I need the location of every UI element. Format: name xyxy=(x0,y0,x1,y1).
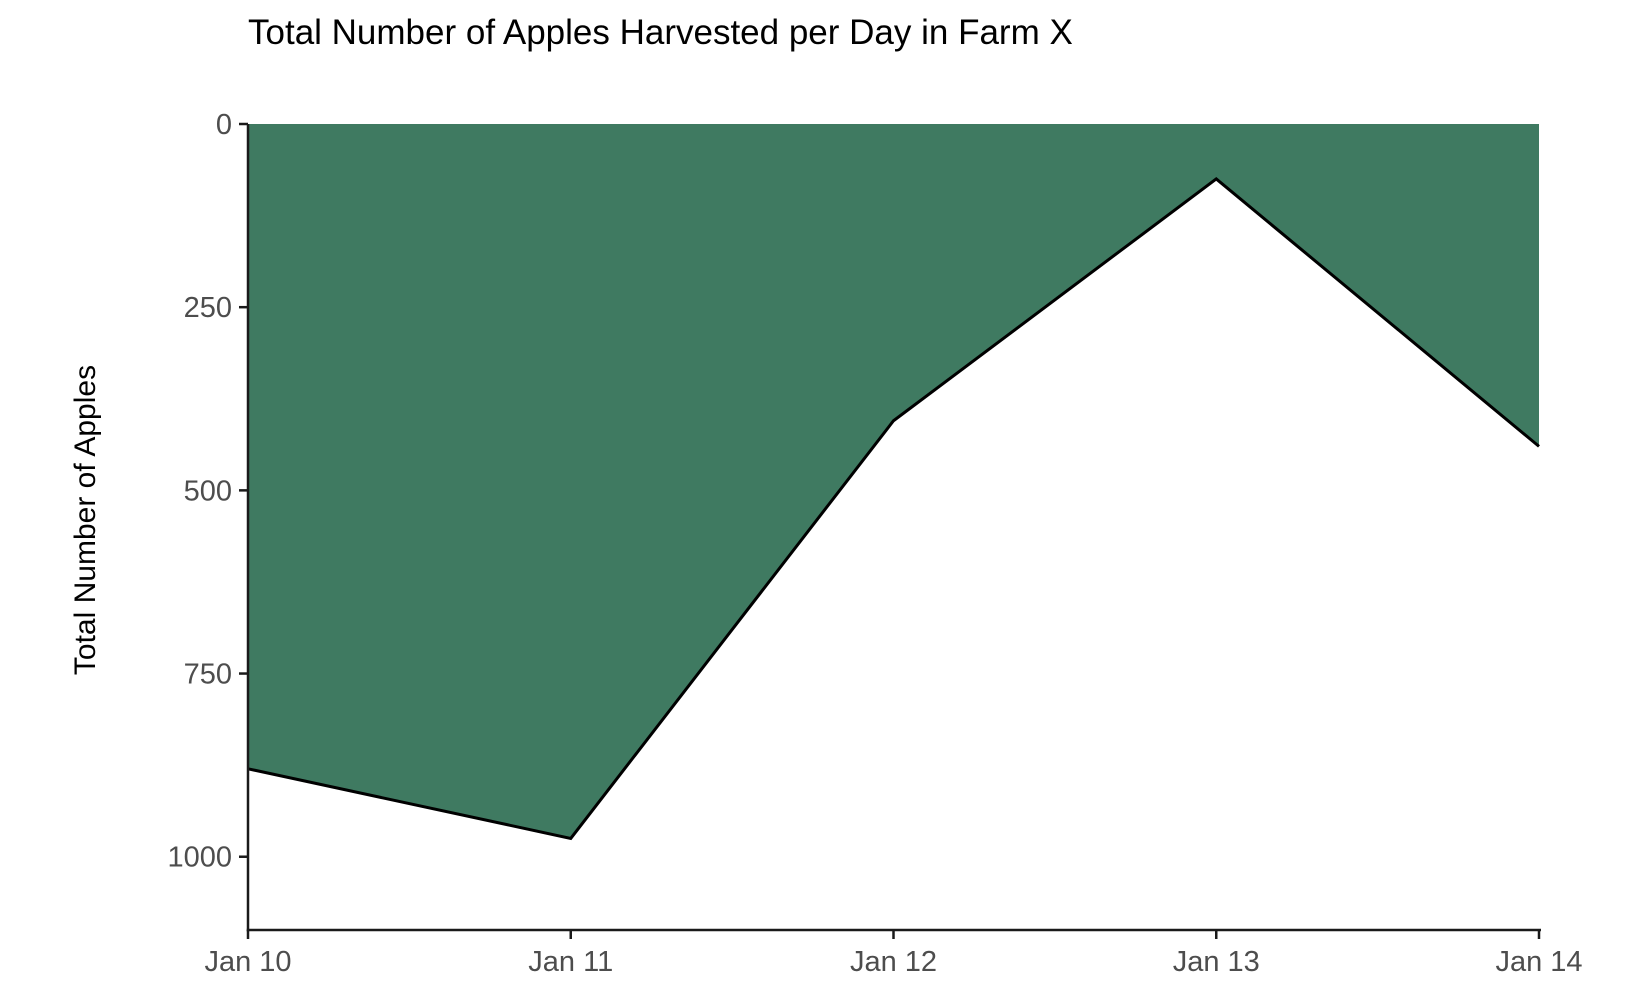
x-tick-label: Jan 11 xyxy=(528,946,613,978)
data-line xyxy=(247,177,1540,841)
area-fill xyxy=(248,124,1539,839)
y-tick-label: 1000 xyxy=(167,842,232,874)
y-tick-label: 750 xyxy=(184,659,232,691)
y-tick-label: 0 xyxy=(216,109,232,141)
x-tick-label: Jan 13 xyxy=(1173,946,1260,978)
x-tick-label: Jan 14 xyxy=(1495,946,1582,978)
x-tick-label: Jan 10 xyxy=(204,946,291,978)
x-axis-ticks: Jan 10 Jan 11 Jan 12 Jan 13 Jan 14 xyxy=(204,930,1583,978)
x-tick-label: Jan 12 xyxy=(850,946,937,978)
y-axis-ticks: 0 250 500 750 1000 xyxy=(167,109,248,874)
chart-title: Total Number of Apples Harvested per Day… xyxy=(248,13,1073,52)
y-tick-label: 500 xyxy=(184,475,232,507)
y-tick-label: 250 xyxy=(184,292,232,324)
